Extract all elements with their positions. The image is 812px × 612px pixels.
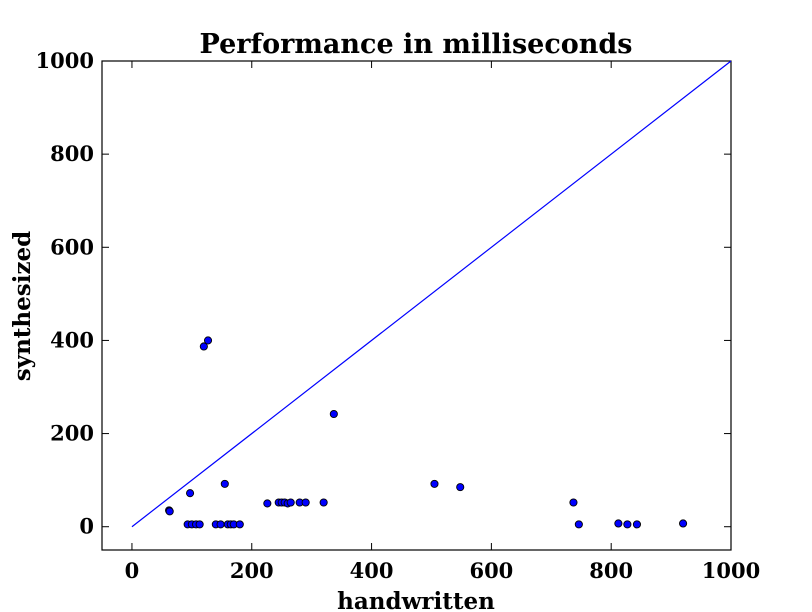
scatter-point <box>216 520 225 529</box>
plot-frame <box>101 60 732 551</box>
x-tick-label: 200 <box>230 558 274 583</box>
x-tick-label: 400 <box>350 558 394 583</box>
scatter-point <box>286 498 295 507</box>
x-tick-label: 0 <box>125 558 140 583</box>
scatter-point <box>199 342 208 351</box>
y-axis-label: synthesized <box>9 231 36 381</box>
y-tick-label: 1000 <box>36 48 94 73</box>
x-tick-label: 1000 <box>702 558 760 583</box>
scatter-point <box>235 520 244 529</box>
scatter-point <box>165 507 174 516</box>
scatter-point <box>263 499 272 508</box>
scatter-point <box>679 519 688 528</box>
scatter-point <box>430 479 439 488</box>
y-tick-label: 0 <box>79 514 94 539</box>
x-tick-label: 600 <box>469 558 513 583</box>
scatter-point <box>195 520 204 529</box>
scatter-point <box>301 498 310 507</box>
y-tick-label: 600 <box>50 234 94 259</box>
y-tick-label: 800 <box>50 141 94 166</box>
y-tick-label: 400 <box>50 327 94 352</box>
scatter-point <box>319 498 328 507</box>
scatter-point <box>329 409 338 419</box>
scatter-point <box>203 336 213 345</box>
scatter-point <box>569 498 578 507</box>
x-tick-label: 800 <box>589 558 633 583</box>
y-tick-label: 200 <box>50 421 94 446</box>
scatter-point <box>614 519 623 528</box>
scatter-point <box>574 520 583 529</box>
scatter-point <box>623 520 632 529</box>
reference-line <box>131 60 732 528</box>
scatter-point <box>186 489 195 498</box>
scatter-point <box>632 520 641 529</box>
scatter-point <box>220 479 229 488</box>
scatter-point <box>456 483 465 492</box>
chart-title: Performance in milliseconds <box>200 29 633 60</box>
x-axis-label: handwritten <box>337 588 495 612</box>
